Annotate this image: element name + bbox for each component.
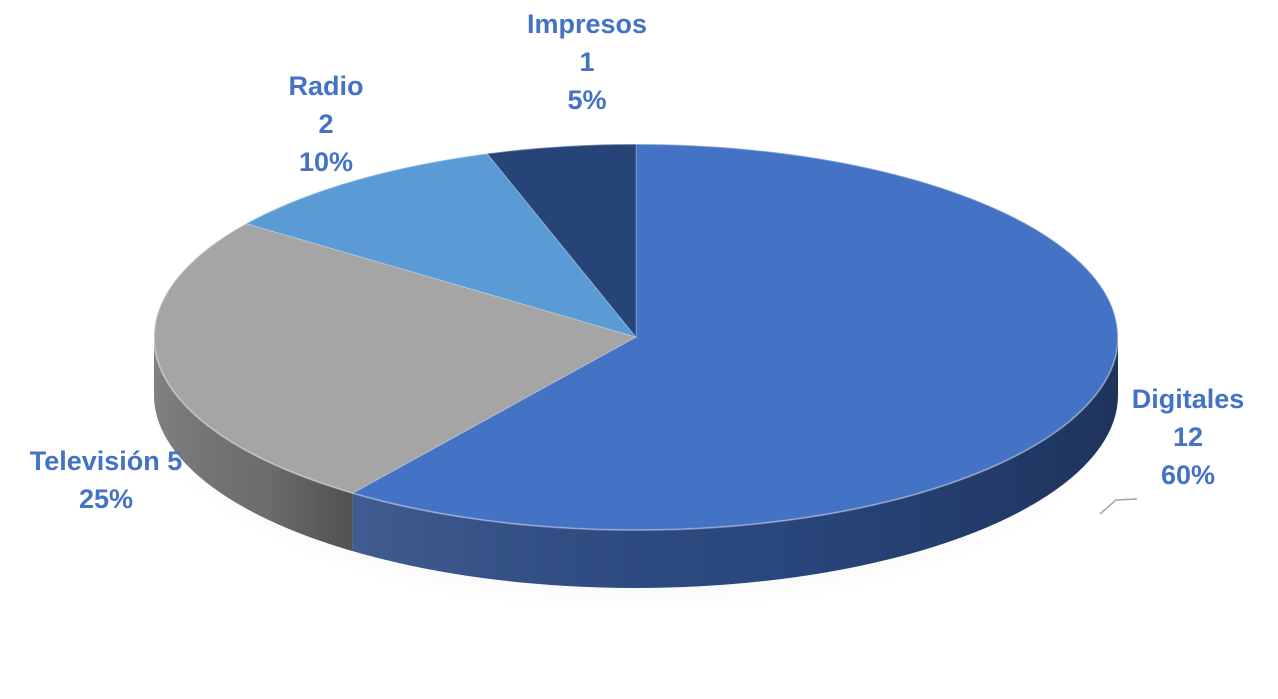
- data-label-line: 25%: [79, 484, 133, 514]
- data-label-line: 10%: [299, 147, 353, 177]
- data-label-line: 1: [579, 47, 594, 77]
- pie-rim: [153, 143, 1119, 531]
- data-label-line: 12: [1173, 422, 1203, 452]
- data-labels: Digitales 12 60% Televisión 5 25% Radio 2 10% Im…: [30, 9, 1245, 514]
- pie-slice-televisión: [153, 223, 638, 494]
- pie-slice-digitales: [351, 143, 1119, 531]
- data-label-line: 60%: [1161, 460, 1215, 490]
- data-label-radio: Radio 2 10%: [288, 71, 363, 177]
- data-label-line: Digitales: [1132, 384, 1245, 414]
- leader-line-digitales: [1099, 498, 1138, 515]
- pie-side-digitales: [352, 337, 1118, 588]
- data-label-line: 2: [318, 109, 333, 139]
- pie-tops: [153, 143, 1119, 531]
- leader-lines: [1099, 498, 1138, 515]
- data-label-line: Impresos: [527, 9, 647, 39]
- pie-sides: [154, 337, 1118, 588]
- data-label-line: 5%: [567, 85, 606, 115]
- pie-slice-radio: [244, 152, 638, 338]
- data-label-digitales: Digitales 12 60%: [1132, 384, 1245, 490]
- data-label-televisión: Televisión 5 25%: [30, 446, 183, 514]
- data-label-line: Televisión 5: [30, 446, 183, 476]
- data-label-line: Radio: [288, 71, 363, 101]
- pie-side-televisión: [154, 337, 353, 552]
- pie-slice-impresos: [486, 143, 637, 339]
- data-label-impresos: Impresos 1 5%: [527, 9, 647, 115]
